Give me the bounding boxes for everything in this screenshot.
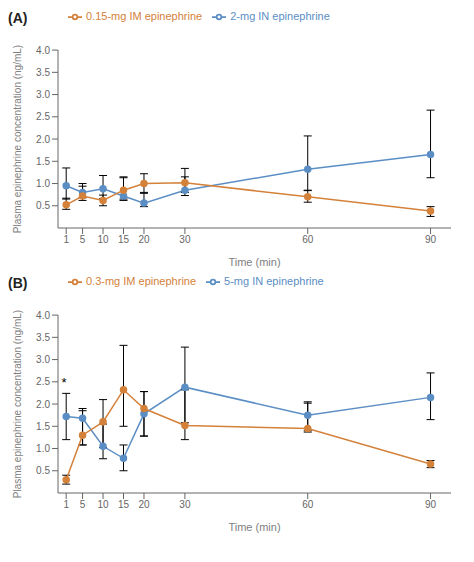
svg-text:1.0: 1.0	[36, 443, 50, 454]
svg-text:90: 90	[425, 234, 437, 245]
html-text:5-mg IN epinephrine: 5-mg IN epinephrine	[224, 275, 324, 287]
svg-text:4.0: 4.0	[36, 45, 50, 56]
svg-text:15: 15	[118, 499, 130, 510]
svg-text:15: 15	[118, 234, 130, 245]
svg-text:0.5: 0.5	[36, 200, 50, 211]
svg-text:30: 30	[179, 234, 191, 245]
svg-text:Plasma epinephrine concentrati: Plasma epinephrine concentration (ng/mL)	[12, 45, 23, 233]
html-text:2-mg IN epinephrine: 2-mg IN epinephrine	[230, 10, 330, 22]
svg-text:3.0: 3.0	[36, 89, 50, 100]
svg-text:90: 90	[425, 499, 437, 510]
svg-text:30: 30	[179, 499, 191, 510]
html-text:0.15-mg IM epinephrine: 0.15-mg IM epinephrine	[86, 10, 203, 22]
svg-text:3.5: 3.5	[36, 67, 50, 78]
svg-text:1: 1	[63, 234, 69, 245]
svg-text:Time (min): Time (min)	[228, 521, 280, 533]
svg-text:1: 1	[63, 499, 69, 510]
svg-text:3.5: 3.5	[36, 332, 50, 343]
svg-text:2.5: 2.5	[36, 111, 50, 122]
svg-text:1.5: 1.5	[36, 156, 50, 167]
svg-text:10: 10	[97, 499, 109, 510]
html-text:(B): (B)	[8, 275, 28, 291]
svg-text:0.5: 0.5	[36, 465, 50, 476]
svg-text:2.5: 2.5	[36, 376, 50, 387]
svg-text:60: 60	[302, 499, 314, 510]
svg-text:Time (min): Time (min)	[228, 256, 280, 268]
svg-text:2.0: 2.0	[36, 134, 50, 145]
svg-text:10: 10	[97, 234, 109, 245]
svg-text:5: 5	[80, 499, 86, 510]
svg-text:3.0: 3.0	[36, 354, 50, 365]
svg-text:4.0: 4.0	[36, 310, 50, 321]
svg-text:5: 5	[80, 234, 86, 245]
svg-text:20: 20	[138, 234, 150, 245]
svg-text:2.0: 2.0	[36, 399, 50, 410]
html-text:0.3-mg IM epinephrine: 0.3-mg IM epinephrine	[86, 275, 197, 287]
svg-text:20: 20	[138, 499, 150, 510]
svg-text:*: *	[62, 375, 67, 390]
svg-text:Plasma epinephrine concentrati: Plasma epinephrine concentration (ng/mL)	[12, 310, 23, 498]
svg-text:1.0: 1.0	[36, 178, 50, 189]
svg-text:1.5: 1.5	[36, 421, 50, 432]
html-text:(A): (A)	[8, 10, 28, 26]
svg-text:60: 60	[302, 234, 314, 245]
